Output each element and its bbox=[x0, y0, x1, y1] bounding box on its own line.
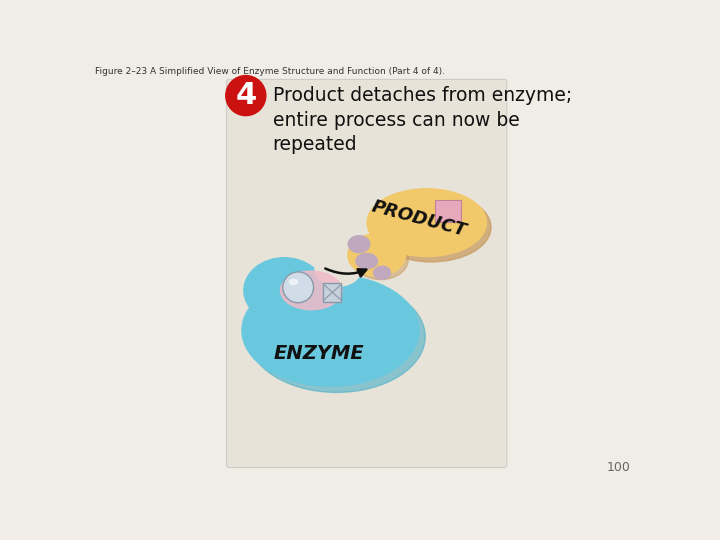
Ellipse shape bbox=[367, 189, 487, 256]
Ellipse shape bbox=[281, 271, 342, 309]
FancyBboxPatch shape bbox=[323, 284, 341, 302]
Ellipse shape bbox=[242, 275, 419, 386]
Ellipse shape bbox=[289, 279, 297, 285]
Text: 100: 100 bbox=[607, 462, 631, 475]
FancyBboxPatch shape bbox=[227, 79, 507, 468]
Text: Product detaches from enzyme;
entire process can now be
repeated: Product detaches from enzyme; entire pro… bbox=[273, 86, 572, 154]
Text: 4: 4 bbox=[235, 81, 256, 110]
Ellipse shape bbox=[374, 266, 390, 279]
Ellipse shape bbox=[348, 234, 405, 276]
FancyBboxPatch shape bbox=[435, 200, 462, 222]
Ellipse shape bbox=[356, 253, 377, 269]
Text: Figure 2–23 A Simplified View of Enzyme Structure and Function (Part 4 of 4).: Figure 2–23 A Simplified View of Enzyme … bbox=[95, 67, 445, 76]
Ellipse shape bbox=[353, 240, 408, 280]
Circle shape bbox=[226, 76, 266, 116]
Text: ENZYME: ENZYME bbox=[274, 344, 364, 363]
Ellipse shape bbox=[248, 281, 426, 393]
Text: PRODUCT: PRODUCT bbox=[369, 198, 469, 240]
Ellipse shape bbox=[372, 193, 491, 262]
Ellipse shape bbox=[315, 252, 361, 286]
Circle shape bbox=[283, 272, 314, 303]
Ellipse shape bbox=[348, 236, 370, 253]
Ellipse shape bbox=[244, 258, 325, 323]
